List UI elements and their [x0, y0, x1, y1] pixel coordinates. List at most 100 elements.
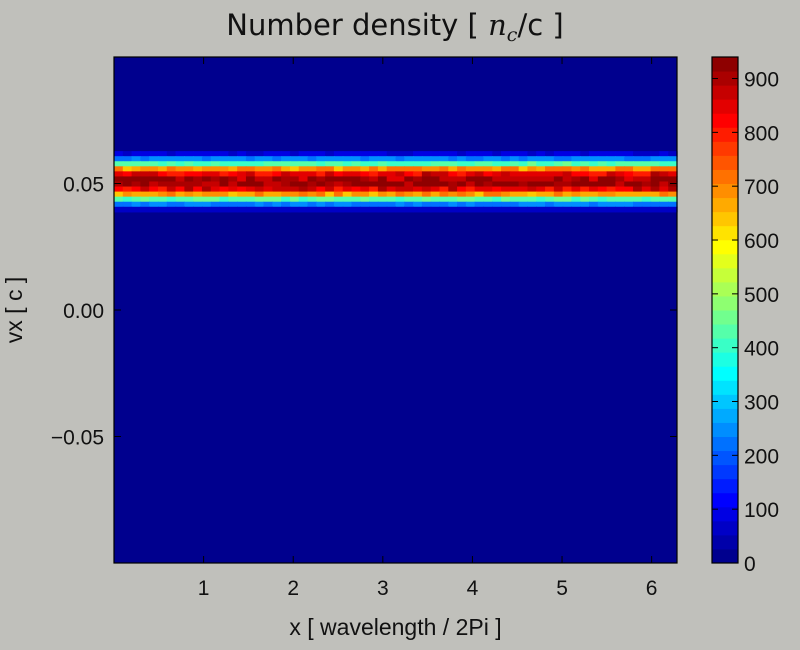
heatmap-cell — [386, 176, 397, 183]
heatmap-cell — [421, 206, 432, 213]
heatmap-cell — [201, 151, 212, 157]
heatmap-cell — [395, 176, 405, 183]
heatmap-cell — [131, 161, 141, 167]
heatmap-cell — [641, 156, 652, 162]
heatmap-cell — [377, 161, 388, 167]
heatmap-cell — [562, 191, 573, 198]
heatmap-cell — [650, 196, 661, 203]
colorbar-tick-label: 600 — [744, 230, 779, 253]
heatmap-cell — [342, 181, 353, 188]
heatmap-cell — [166, 191, 177, 198]
heatmap-cell — [562, 166, 573, 172]
heatmap-cell — [140, 166, 150, 172]
heatmap-cell — [536, 171, 546, 178]
heatmap-cell — [219, 196, 229, 203]
heatmap-cell — [501, 156, 511, 162]
heatmap-cell — [421, 196, 432, 203]
heatmap-cell — [650, 171, 661, 178]
heatmap-cell — [589, 171, 599, 178]
heatmap-cell — [545, 196, 555, 203]
heatmap-cell — [659, 181, 669, 188]
colorbar-band — [712, 436, 738, 452]
heatmap-cell — [316, 171, 326, 178]
heatmap-cell — [210, 181, 221, 188]
x-tick-label: 5 — [556, 577, 568, 600]
heatmap-cell — [641, 201, 652, 208]
heatmap-cell — [360, 196, 370, 203]
heatmap-cell — [597, 151, 608, 157]
heatmap-cell — [421, 176, 432, 183]
heatmap-cell — [580, 201, 590, 208]
heatmap-cell — [386, 186, 397, 193]
heatmap-cell — [325, 171, 335, 178]
heatmap-cell — [377, 196, 388, 203]
colorbar-band — [712, 99, 738, 114]
heatmap-cell — [272, 206, 282, 213]
heatmap-cell — [659, 201, 669, 208]
heatmap-cell — [369, 161, 379, 167]
heatmap-cell — [518, 151, 529, 157]
heatmap-cell — [201, 166, 212, 172]
heatmap-cell — [492, 161, 502, 167]
heatmap-cell — [545, 206, 555, 213]
heatmap-cell — [492, 176, 502, 183]
heatmap-cell — [421, 156, 432, 162]
heatmap-cell — [193, 171, 203, 178]
heatmap-cell — [624, 166, 634, 172]
heatmap-cell — [448, 151, 458, 157]
heatmap-cell — [518, 161, 529, 167]
heatmap-cell — [509, 156, 520, 162]
heatmap-cell — [448, 186, 458, 193]
heatmap-cell — [465, 191, 476, 198]
heatmap-cell — [615, 181, 625, 188]
y-axis-ticks: 0.05 0.00 −0.05 — [51, 174, 677, 450]
heatmap-cell — [228, 171, 238, 178]
heatmap-cell — [140, 191, 150, 198]
heatmap-cell — [272, 156, 282, 162]
heatmap-cell — [465, 156, 476, 162]
heatmap-cell — [492, 171, 502, 178]
heatmap-cell — [219, 156, 229, 162]
heatmap-cell — [184, 186, 194, 193]
heatmap-cell — [254, 201, 265, 208]
heatmap-cell — [254, 156, 265, 162]
heatmap-cell — [281, 201, 291, 208]
heatmap-cell — [395, 181, 405, 188]
heatmap-cell — [492, 201, 502, 208]
heatmap-cell — [597, 206, 608, 213]
heatmap-cell — [351, 161, 361, 167]
heatmap-cell — [633, 171, 643, 178]
y-tick-label: 0.00 — [63, 300, 104, 323]
heatmap-cell — [659, 151, 669, 157]
heatmap-cell — [369, 181, 379, 188]
heatmap-cell — [307, 171, 317, 178]
heatmap-cell — [114, 156, 124, 162]
heatmap-cell — [509, 171, 520, 178]
heatmap-cell — [263, 181, 273, 188]
heatmap-cell — [659, 186, 669, 193]
heatmap-cell — [140, 196, 150, 203]
heatmap-cell — [245, 191, 256, 198]
heatmap-cell — [483, 201, 493, 208]
heatmap-cell — [439, 186, 449, 193]
heatmap-cell — [175, 201, 185, 208]
heatmap-cell — [114, 166, 124, 172]
heatmap-cell — [518, 156, 529, 162]
heatmap-cell — [659, 171, 669, 178]
heatmap-cell — [386, 196, 397, 203]
heatmap-cell — [122, 151, 133, 157]
heatmap-cell — [360, 201, 370, 208]
heatmap-cell — [527, 161, 537, 167]
heatmap-cell — [122, 171, 133, 178]
heatmap-cell — [562, 196, 573, 203]
colorbar-band — [712, 464, 738, 480]
colorbar-band — [712, 57, 738, 72]
colorbar-band — [712, 197, 738, 213]
heatmap-cell — [553, 181, 564, 188]
heatmap-cell — [228, 161, 238, 167]
heatmap-cell — [553, 161, 564, 167]
heatmap-cell — [131, 156, 141, 162]
title-prefix: Number density [ — [226, 8, 488, 42]
heatmap-cell — [589, 206, 599, 213]
heatmap-cell — [597, 176, 608, 183]
